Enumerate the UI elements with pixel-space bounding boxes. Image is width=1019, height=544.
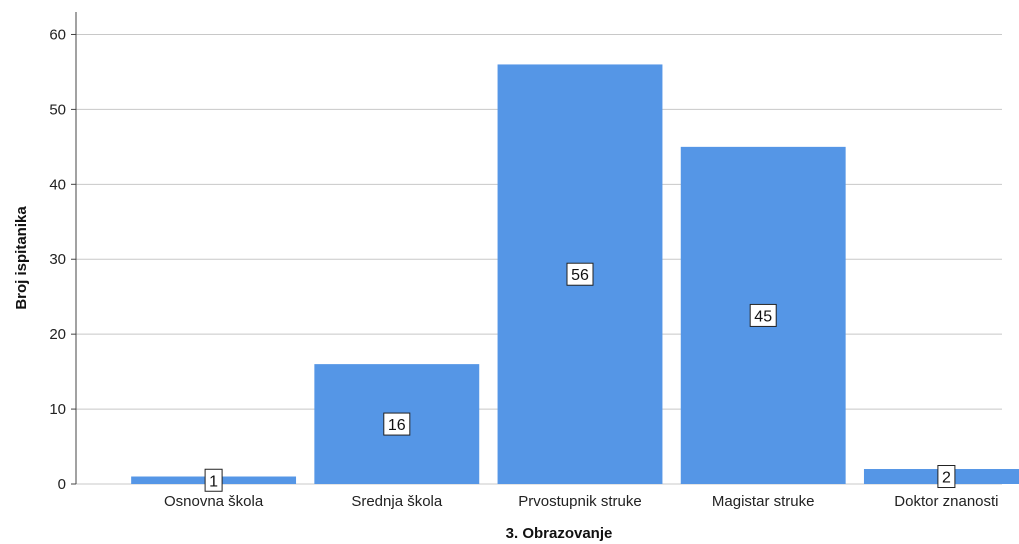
data-label-text: 45 <box>754 308 772 325</box>
data-label-text: 56 <box>571 267 589 284</box>
data-label: 1 <box>204 468 223 492</box>
data-label-box <box>937 465 956 489</box>
x-axis-title: 3. Obrazovanje <box>506 525 613 542</box>
y-tick-label: 0 <box>58 476 66 493</box>
data-label-text: 1 <box>209 473 218 490</box>
x-category-label: Srednja škola <box>351 493 443 510</box>
y-tick-labels: 0 10 20 30 40 50 60 <box>49 26 66 493</box>
data-labels: 1 16 56 45 2 <box>204 262 956 492</box>
x-category-label: Osnovna škola <box>164 493 264 510</box>
x-category-label: Doktor znanosti <box>894 493 998 510</box>
data-label-box <box>749 303 777 327</box>
data-label: 2 <box>937 465 956 489</box>
data-label-text: 2 <box>942 470 951 487</box>
y-axis-title: Broj ispitanika <box>13 206 30 310</box>
x-category-labels: Osnovna škola Srednja škola Prvostupnik st… <box>164 493 999 510</box>
x-category-label: Magistar struke <box>712 493 815 510</box>
data-label: 45 <box>749 303 777 327</box>
x-category-label: Prvostupnik struke <box>518 493 641 510</box>
data-label-box <box>204 468 223 492</box>
y-tick-label: 30 <box>49 251 66 268</box>
y-tick-label: 10 <box>49 401 66 418</box>
data-label-text: 16 <box>388 417 406 434</box>
data-label-box <box>383 412 411 436</box>
y-tick-label: 50 <box>49 101 66 118</box>
data-label: 16 <box>383 412 411 436</box>
data-label: 56 <box>566 262 594 286</box>
y-tick-label: 20 <box>49 326 66 343</box>
y-tick-label: 60 <box>49 26 66 43</box>
y-tick-label: 40 <box>49 176 66 193</box>
data-label-box <box>566 262 594 286</box>
